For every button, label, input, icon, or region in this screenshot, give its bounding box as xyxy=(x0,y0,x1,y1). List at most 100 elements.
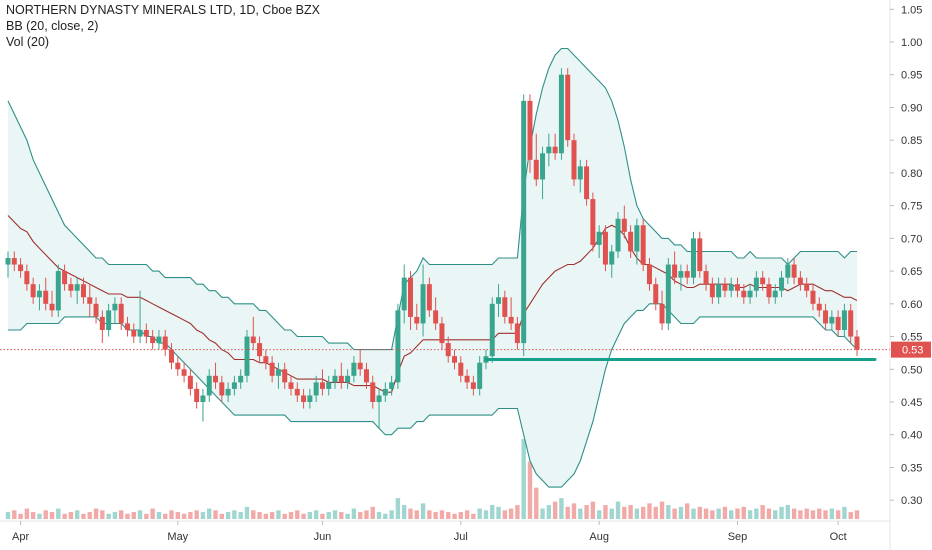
volume-bar xyxy=(779,506,784,519)
candle-body xyxy=(470,382,476,389)
candle-body xyxy=(716,284,722,298)
candle-body xyxy=(294,388,300,396)
bb-basis-line xyxy=(7,215,858,393)
volume-bar xyxy=(62,513,67,519)
volume-bar xyxy=(18,513,23,519)
volume-bar xyxy=(251,510,256,519)
candle-body xyxy=(231,382,237,389)
chart-legend: NORTHERN DYNASTY MINERALS LTD, 1D, Cboe … xyxy=(6,2,320,50)
x-tick-label: May xyxy=(167,531,188,543)
candle-body xyxy=(804,284,810,291)
candle-body xyxy=(703,271,709,285)
candle-body xyxy=(621,218,627,232)
volume-bar xyxy=(93,508,99,519)
volume-bar xyxy=(817,508,822,519)
volume-bar xyxy=(716,508,721,519)
candle-body xyxy=(797,277,803,285)
candle-body xyxy=(200,395,206,402)
volume-bar xyxy=(609,508,614,519)
annotations xyxy=(0,349,890,361)
volume-bar xyxy=(207,508,212,519)
volume-bar xyxy=(137,510,143,519)
volume-bar xyxy=(659,501,665,519)
volume-bar xyxy=(848,512,853,519)
candle-body xyxy=(181,369,187,376)
volume-bar xyxy=(282,513,287,519)
y-tick-label: 0.70 xyxy=(901,233,922,245)
y-tick-label: 0.30 xyxy=(901,495,922,507)
candle-body xyxy=(68,284,74,291)
volume-bar xyxy=(729,510,734,519)
candle-body xyxy=(118,303,124,324)
candle-body xyxy=(433,310,439,324)
volume-bar xyxy=(200,512,206,519)
volume-bar xyxy=(477,508,482,519)
volume-bar xyxy=(383,513,388,519)
volume-bar xyxy=(326,512,331,519)
volume-bar xyxy=(81,513,86,519)
volume-bar xyxy=(590,501,596,519)
y-tick-label: 1.00 xyxy=(901,37,922,49)
volume-bar xyxy=(112,512,118,519)
volume-bar xyxy=(370,506,375,519)
volume-bar xyxy=(87,512,92,519)
candle-body xyxy=(187,375,193,389)
candle-body xyxy=(389,382,395,389)
volume-bar xyxy=(100,510,105,519)
candle-body xyxy=(602,231,608,265)
candle-body xyxy=(533,159,539,180)
y-tick-label: 0.65 xyxy=(901,266,922,278)
volume-bar xyxy=(483,510,489,519)
volume-bar xyxy=(615,501,621,519)
candle-body xyxy=(238,375,244,383)
volume-bar xyxy=(672,508,677,519)
candle-body xyxy=(426,284,432,311)
volume-bar xyxy=(622,506,627,519)
y-tick-label: 0.75 xyxy=(901,201,922,213)
candle-body xyxy=(263,356,269,363)
volume-bar xyxy=(823,510,828,519)
volume-bar xyxy=(452,513,457,519)
y-tick-label: 0.85 xyxy=(901,135,922,147)
candle-body xyxy=(609,251,615,265)
volume-bar xyxy=(578,508,583,519)
volume-bar xyxy=(773,510,778,519)
volume-bar xyxy=(766,508,772,519)
candle-body xyxy=(357,362,363,370)
volume-bar xyxy=(332,510,338,519)
bb-upper-line xyxy=(7,47,857,351)
y-tick-label: 1.05 xyxy=(901,4,922,16)
volume-bar xyxy=(854,510,860,519)
volume-bar xyxy=(446,512,451,519)
volume-bar xyxy=(37,513,42,519)
volume-bar xyxy=(188,512,193,519)
time-axis: Apr May Jun Jul Aug Sep Oct xyxy=(12,521,847,543)
volume-bar xyxy=(181,513,187,519)
candle-body xyxy=(760,277,766,285)
candle-body xyxy=(502,297,508,317)
volume-bar xyxy=(24,508,30,519)
x-tick-label: Sep xyxy=(728,531,748,543)
volume-bar xyxy=(464,510,470,519)
candle-body xyxy=(288,382,294,389)
candle-body xyxy=(99,316,105,330)
bollinger-bands xyxy=(7,47,858,488)
y-tick-label: 0.45 xyxy=(901,397,922,409)
y-tick-label: 0.40 xyxy=(901,430,922,442)
volume-bar xyxy=(320,513,325,519)
candle-body xyxy=(690,238,696,278)
candle-body xyxy=(49,303,55,311)
volume-bar xyxy=(691,508,696,519)
symbol-title: NORTHERN DYNASTY MINERALS LTD, 1D, Cboe … xyxy=(6,3,320,17)
volume-bar xyxy=(339,512,344,519)
volume-bar xyxy=(653,506,658,519)
candle-body xyxy=(55,271,61,311)
candle-body xyxy=(628,231,634,252)
volume-bar xyxy=(527,461,533,519)
candle-body xyxy=(678,271,684,278)
bb-indicator-label: BB (20, close, 2) xyxy=(6,19,99,33)
volume-bar xyxy=(408,508,413,519)
candle-body xyxy=(646,264,652,285)
volume-bar xyxy=(433,512,438,519)
